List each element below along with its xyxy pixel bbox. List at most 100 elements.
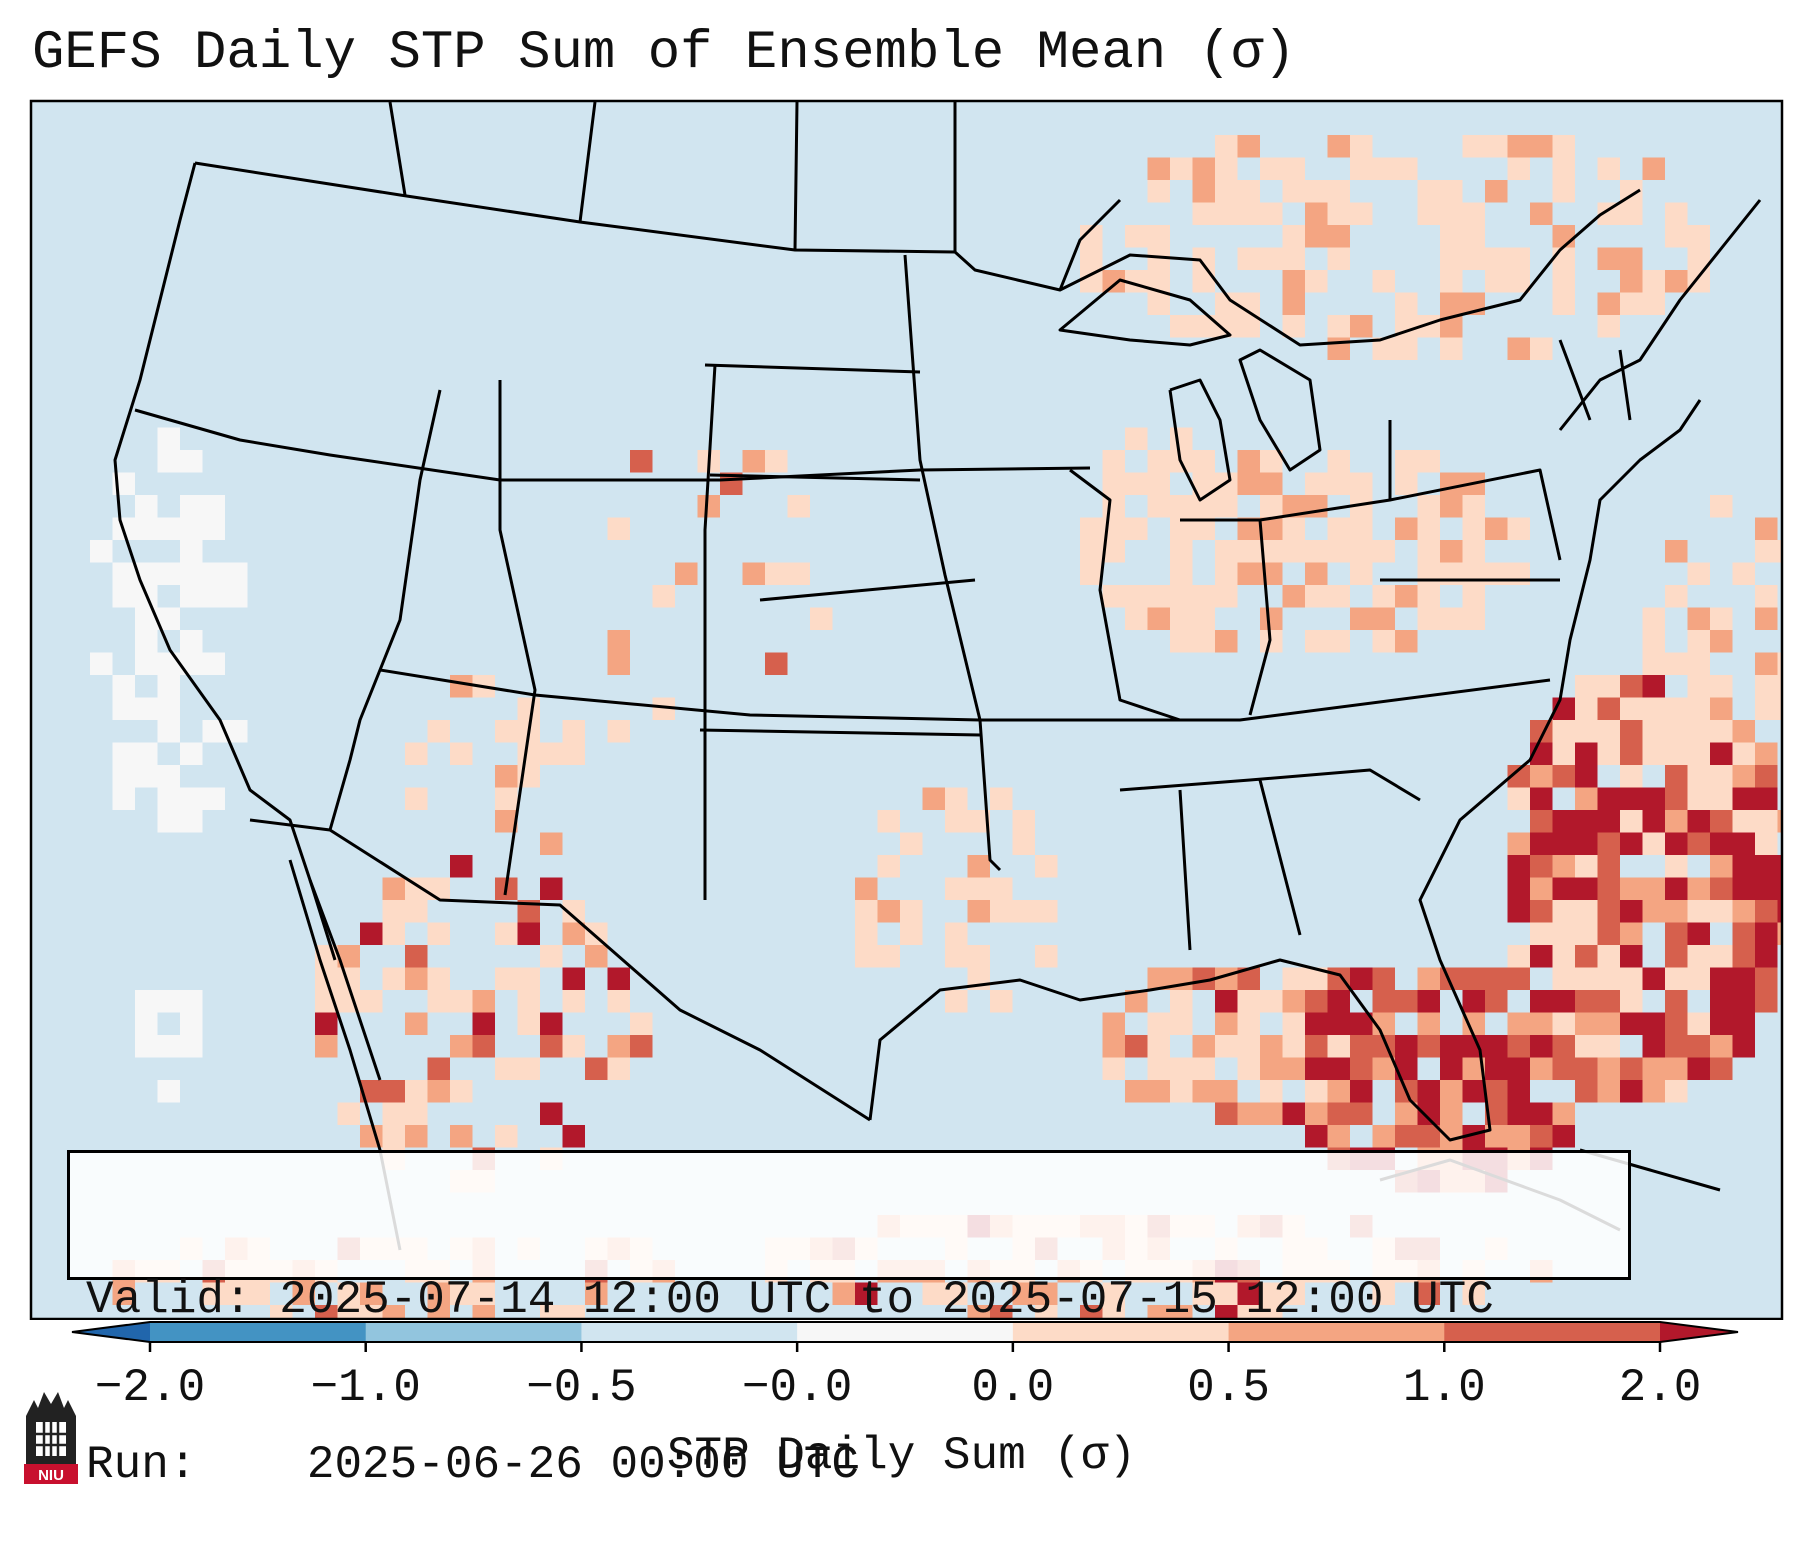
stp-cell: [1732, 877, 1755, 900]
stp-cell: [1485, 967, 1508, 990]
stp-cell: [1260, 1305, 1283, 1319]
stp-cell: [1147, 225, 1170, 248]
stp-cell: [202, 720, 225, 743]
state-line-6: [903, 254, 1002, 872]
stp-cell: [202, 1282, 225, 1305]
stp-cell: [157, 1080, 180, 1103]
stp-cell: [1102, 270, 1125, 293]
stp-cell: [382, 877, 405, 900]
stp-cell: [1687, 810, 1710, 833]
stp-cell: [1147, 607, 1170, 630]
stp-cell: [1237, 1282, 1260, 1305]
stp-cell: [427, 1305, 450, 1319]
stp-cell: [1395, 337, 1418, 360]
stp-cell: [1237, 1305, 1260, 1319]
stp-cell: [630, 1012, 653, 1035]
stp-cell: [1215, 630, 1238, 653]
valid-line: Valid: 2025-07-14 12:00 UTC to 2025-07-1…: [86, 1273, 1628, 1328]
colorbar-bin: [1660, 1322, 1738, 1342]
stp-cell: [1777, 810, 1782, 833]
stp-cell: [1530, 135, 1553, 158]
stp-cell: [1687, 945, 1710, 968]
stp-cell: [1215, 180, 1238, 203]
stp-cell: [1597, 945, 1620, 968]
state-line-7: [699, 363, 981, 737]
stp-cell: [1755, 607, 1778, 630]
stp-cell: [1710, 967, 1733, 990]
stp-cell: [1417, 180, 1440, 203]
stp-cell: [1620, 697, 1643, 720]
stp-cell: [1215, 585, 1238, 608]
stp-cell: [1620, 292, 1643, 315]
stp-cell: [1597, 742, 1620, 765]
stp-cell: [1215, 1305, 1238, 1319]
stp-cell: [337, 1305, 360, 1319]
stp-cell: [1732, 990, 1755, 1013]
stp-cell: [1305, 1125, 1328, 1148]
stp-cell: [1350, 1035, 1373, 1058]
stp-cell: [1530, 945, 1553, 968]
stp-cell: [1710, 900, 1733, 923]
stp-cell: [337, 1282, 360, 1305]
stp-cell: [1260, 630, 1283, 653]
stp-cell: [877, 945, 900, 968]
stp-cell: [1462, 1125, 1485, 1148]
stp-cell: [877, 810, 900, 833]
stp-cell: [607, 652, 630, 675]
stp-cell: [1440, 270, 1463, 293]
stp-cell: [1102, 1305, 1125, 1319]
stp-cell: [1440, 315, 1463, 338]
stp-cell: [1125, 1080, 1148, 1103]
stp-cell: [382, 967, 405, 990]
stp-cell: [1147, 247, 1170, 270]
stp-cell: [1012, 1282, 1035, 1305]
stp-cell: [360, 990, 383, 1013]
stp-cell: [1507, 832, 1530, 855]
stp-cell: [315, 1035, 338, 1058]
stp-cell: [1507, 1080, 1530, 1103]
stp-cell: [1620, 990, 1643, 1013]
stp-cell: [1395, 450, 1418, 473]
stp-cell: [157, 787, 180, 810]
stp-cell: [1665, 1057, 1688, 1080]
valid-label: Valid:: [86, 1274, 252, 1326]
stp-cell: [1777, 855, 1782, 878]
stp-cell: [1597, 1080, 1620, 1103]
stp-cell: [1327, 247, 1350, 270]
state-line-8: [1069, 468, 1181, 722]
stp-cell: [495, 787, 518, 810]
stp-cell: [1620, 967, 1643, 990]
stp-cell: [945, 922, 968, 945]
stp-cell: [945, 990, 968, 1013]
stp-cell: [427, 877, 450, 900]
stp-cell: [517, 990, 540, 1013]
stp-cell: [1642, 630, 1665, 653]
stp-cell: [1597, 675, 1620, 698]
stp-cell: [1507, 855, 1530, 878]
stp-cell: [1687, 832, 1710, 855]
stp-cell: [562, 922, 585, 945]
stp-cell: [1237, 1057, 1260, 1080]
stp-cell: [1350, 967, 1373, 990]
stp-cell: [405, 1125, 428, 1148]
stp-cell: [1192, 967, 1215, 990]
stp-cell: [1620, 787, 1643, 810]
colorbar-bin: [1012, 1322, 1230, 1342]
stp-cell: [1215, 540, 1238, 563]
stp-cell: [1395, 990, 1418, 1013]
valid-value: 2025-07-14 12:00 UTC to 2025-07-15 12:00…: [279, 1274, 1494, 1326]
stp-cell: [967, 900, 990, 923]
stp-cell: [1192, 450, 1215, 473]
stp-cell: [1080, 1305, 1103, 1319]
stp-cell: [562, 990, 585, 1013]
stp-cell: [1372, 630, 1395, 653]
stp-cell: [1440, 225, 1463, 248]
stp-cell: [1665, 877, 1688, 900]
stp-cell: [1597, 900, 1620, 923]
colorbar-tick-label: −0.0: [741, 1362, 853, 1414]
stp-cell: [1485, 1080, 1508, 1103]
stp-cell: [112, 765, 135, 788]
stp-cell: [1507, 157, 1530, 180]
stp-cell: [1755, 877, 1778, 900]
stp-cell: [1597, 810, 1620, 833]
